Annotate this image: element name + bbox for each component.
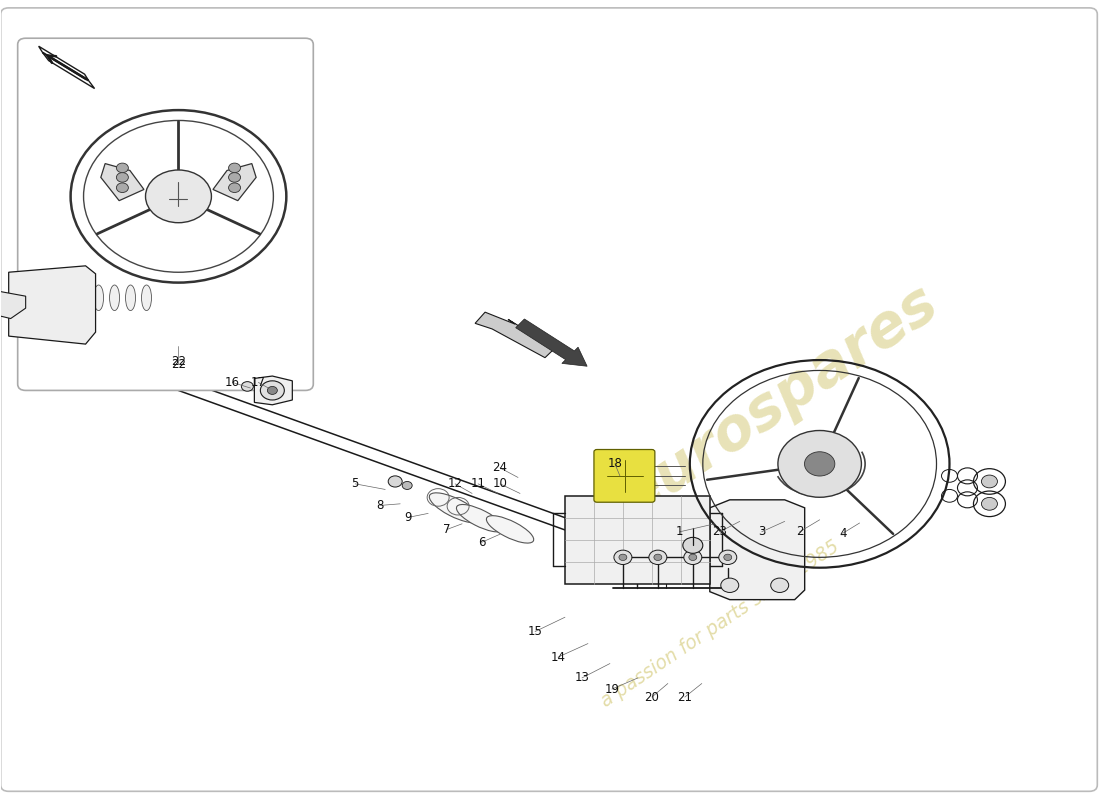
Polygon shape	[475, 312, 556, 358]
Circle shape	[683, 538, 703, 554]
Ellipse shape	[142, 285, 152, 310]
Text: 3: 3	[758, 526, 766, 538]
Circle shape	[981, 475, 998, 488]
Circle shape	[261, 381, 284, 400]
Circle shape	[117, 173, 129, 182]
Circle shape	[718, 550, 737, 565]
Text: 16: 16	[224, 376, 240, 389]
Text: 23: 23	[713, 526, 727, 538]
Circle shape	[241, 382, 253, 391]
Ellipse shape	[429, 493, 481, 522]
Text: 5: 5	[352, 478, 359, 490]
Text: 14: 14	[550, 650, 565, 664]
Circle shape	[403, 482, 412, 490]
Circle shape	[771, 578, 789, 593]
Text: eurospares: eurospares	[610, 274, 948, 526]
Circle shape	[724, 554, 732, 561]
Polygon shape	[39, 46, 95, 89]
Ellipse shape	[94, 285, 103, 310]
Circle shape	[229, 173, 241, 182]
Ellipse shape	[486, 516, 534, 543]
Text: 20: 20	[645, 690, 659, 703]
Circle shape	[229, 163, 241, 173]
FancyArrow shape	[516, 319, 587, 366]
Polygon shape	[101, 163, 144, 201]
Text: 2: 2	[796, 526, 803, 538]
Text: a passion for parts since 1985: a passion for parts since 1985	[597, 537, 843, 710]
FancyBboxPatch shape	[594, 450, 654, 502]
Circle shape	[684, 550, 702, 565]
Circle shape	[649, 550, 667, 565]
Text: 17: 17	[251, 376, 266, 389]
Text: 22: 22	[170, 358, 186, 370]
Text: 22: 22	[170, 355, 186, 368]
Ellipse shape	[13, 285, 24, 310]
Circle shape	[778, 430, 861, 498]
Circle shape	[614, 550, 631, 565]
Text: 1: 1	[676, 526, 683, 538]
Ellipse shape	[30, 285, 40, 310]
Polygon shape	[0, 290, 25, 318]
Text: 9: 9	[405, 511, 411, 524]
Bar	[11, 280, 165, 315]
Circle shape	[229, 183, 241, 193]
Text: 19: 19	[604, 682, 619, 695]
Text: 21: 21	[678, 690, 692, 703]
Circle shape	[653, 554, 662, 561]
Text: 24: 24	[493, 462, 507, 474]
Circle shape	[267, 386, 277, 394]
Polygon shape	[213, 163, 256, 201]
Text: 15: 15	[528, 625, 542, 638]
Ellipse shape	[110, 285, 120, 310]
Circle shape	[117, 163, 129, 173]
Text: 6: 6	[478, 536, 486, 549]
Text: 13: 13	[574, 671, 590, 685]
Ellipse shape	[456, 505, 504, 532]
Circle shape	[117, 183, 129, 193]
FancyBboxPatch shape	[18, 38, 314, 390]
Text: 8: 8	[376, 499, 384, 512]
Circle shape	[689, 554, 696, 561]
Text: 11: 11	[471, 478, 485, 490]
Text: 18: 18	[607, 458, 623, 470]
Polygon shape	[9, 266, 96, 344]
Text: 10: 10	[493, 478, 507, 490]
Circle shape	[619, 554, 627, 561]
Text: 4: 4	[839, 527, 846, 540]
Ellipse shape	[45, 285, 56, 310]
Circle shape	[388, 476, 403, 487]
Circle shape	[804, 452, 835, 476]
Circle shape	[720, 578, 739, 593]
Polygon shape	[710, 500, 805, 600]
Ellipse shape	[62, 285, 72, 310]
Text: 12: 12	[448, 478, 463, 490]
Text: 7: 7	[443, 523, 451, 536]
Ellipse shape	[78, 285, 88, 310]
Circle shape	[145, 170, 211, 222]
Polygon shape	[254, 376, 293, 405]
Bar	[565, 496, 710, 584]
Ellipse shape	[125, 285, 135, 310]
Circle shape	[981, 498, 998, 510]
